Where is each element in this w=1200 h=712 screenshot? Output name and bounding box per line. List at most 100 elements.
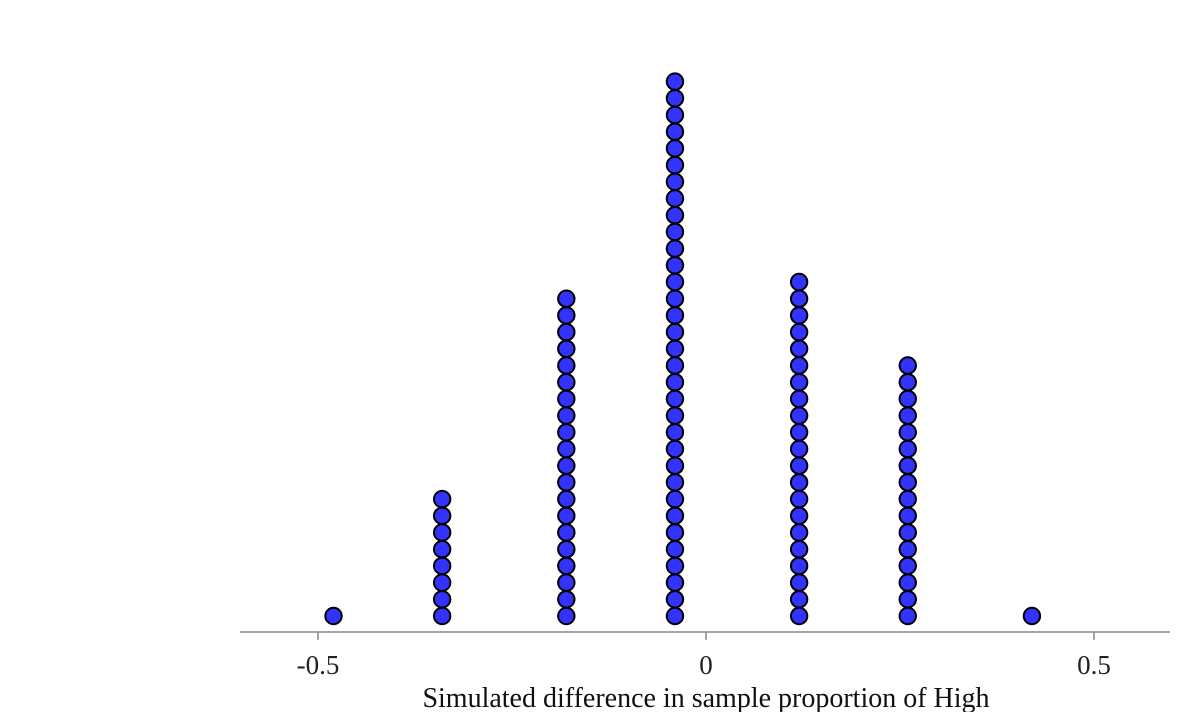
dot xyxy=(665,222,685,242)
dot xyxy=(324,606,343,626)
dot xyxy=(665,556,685,576)
dot xyxy=(665,456,685,475)
dot xyxy=(665,473,685,492)
dot xyxy=(665,489,685,509)
x-axis-ticks: -0.5 0 0.5 xyxy=(297,632,1111,680)
dot xyxy=(898,606,917,626)
dot xyxy=(898,540,917,559)
dot xyxy=(898,406,917,425)
dot xyxy=(665,189,685,208)
dot xyxy=(898,473,917,492)
dot xyxy=(557,289,576,308)
dot xyxy=(665,423,685,442)
dot xyxy=(789,506,809,525)
dot xyxy=(557,473,576,492)
dot xyxy=(898,556,917,576)
dot xyxy=(665,606,685,626)
dot xyxy=(898,423,917,442)
dot xyxy=(789,356,809,375)
dot xyxy=(898,523,917,542)
dot xyxy=(789,339,809,358)
dot xyxy=(432,556,452,576)
dot xyxy=(665,573,685,592)
dot xyxy=(898,373,917,392)
dot xyxy=(665,122,685,141)
x-tick-label: 0 xyxy=(699,650,713,680)
dot xyxy=(432,523,452,542)
dot xyxy=(789,556,809,576)
dot xyxy=(898,590,917,609)
dot xyxy=(789,272,809,292)
dot xyxy=(665,239,685,258)
dot xyxy=(432,573,452,592)
dot xyxy=(665,590,685,609)
dots-layer xyxy=(324,72,1042,626)
dot xyxy=(898,456,917,475)
dot xyxy=(789,423,809,442)
dot xyxy=(557,489,576,509)
dot xyxy=(557,406,576,425)
dot xyxy=(665,139,685,158)
dot xyxy=(557,389,576,409)
dot xyxy=(432,540,452,559)
dot xyxy=(557,322,576,342)
dot xyxy=(557,590,576,609)
dot xyxy=(665,356,685,375)
dot xyxy=(665,289,685,308)
dot xyxy=(898,506,917,525)
dot xyxy=(665,256,685,275)
dot xyxy=(789,289,809,308)
dot xyxy=(789,523,809,542)
dot xyxy=(665,506,685,525)
dot xyxy=(789,590,809,609)
dot xyxy=(665,523,685,542)
dot xyxy=(665,373,685,392)
dot xyxy=(665,105,685,125)
dot xyxy=(1022,606,1042,626)
dot xyxy=(557,439,576,459)
dot xyxy=(665,389,685,409)
dot xyxy=(665,339,685,358)
dot xyxy=(557,339,576,358)
dot xyxy=(432,506,452,525)
dot xyxy=(789,606,809,626)
dot xyxy=(557,356,576,375)
dot xyxy=(789,322,809,342)
x-tick-label: 0.5 xyxy=(1077,650,1111,680)
dot xyxy=(789,389,809,409)
dot xyxy=(789,540,809,559)
dot xyxy=(789,456,809,475)
dot xyxy=(898,356,917,375)
dot xyxy=(665,322,685,342)
dot xyxy=(432,606,452,626)
dot xyxy=(898,489,917,509)
dot xyxy=(665,89,685,108)
dot xyxy=(789,473,809,492)
dot xyxy=(432,489,452,509)
dot xyxy=(557,523,576,542)
dot xyxy=(789,439,809,459)
dot xyxy=(557,506,576,525)
dot xyxy=(432,590,452,609)
dot xyxy=(665,72,685,91)
x-axis-label: Simulated difference in sample proportio… xyxy=(422,683,989,712)
dot xyxy=(665,306,685,325)
dot xyxy=(557,573,576,592)
dot xyxy=(557,606,576,626)
dot xyxy=(789,406,809,425)
dot xyxy=(557,456,576,475)
dot xyxy=(789,373,809,392)
dot xyxy=(557,556,576,576)
dot xyxy=(789,573,809,592)
dot xyxy=(898,439,917,459)
dot xyxy=(557,373,576,392)
dot xyxy=(665,206,685,225)
dot xyxy=(789,306,809,325)
dot xyxy=(665,155,685,175)
dot xyxy=(557,306,576,325)
dot xyxy=(665,272,685,292)
dot xyxy=(557,540,576,559)
dot xyxy=(665,439,685,459)
dot xyxy=(789,489,809,509)
